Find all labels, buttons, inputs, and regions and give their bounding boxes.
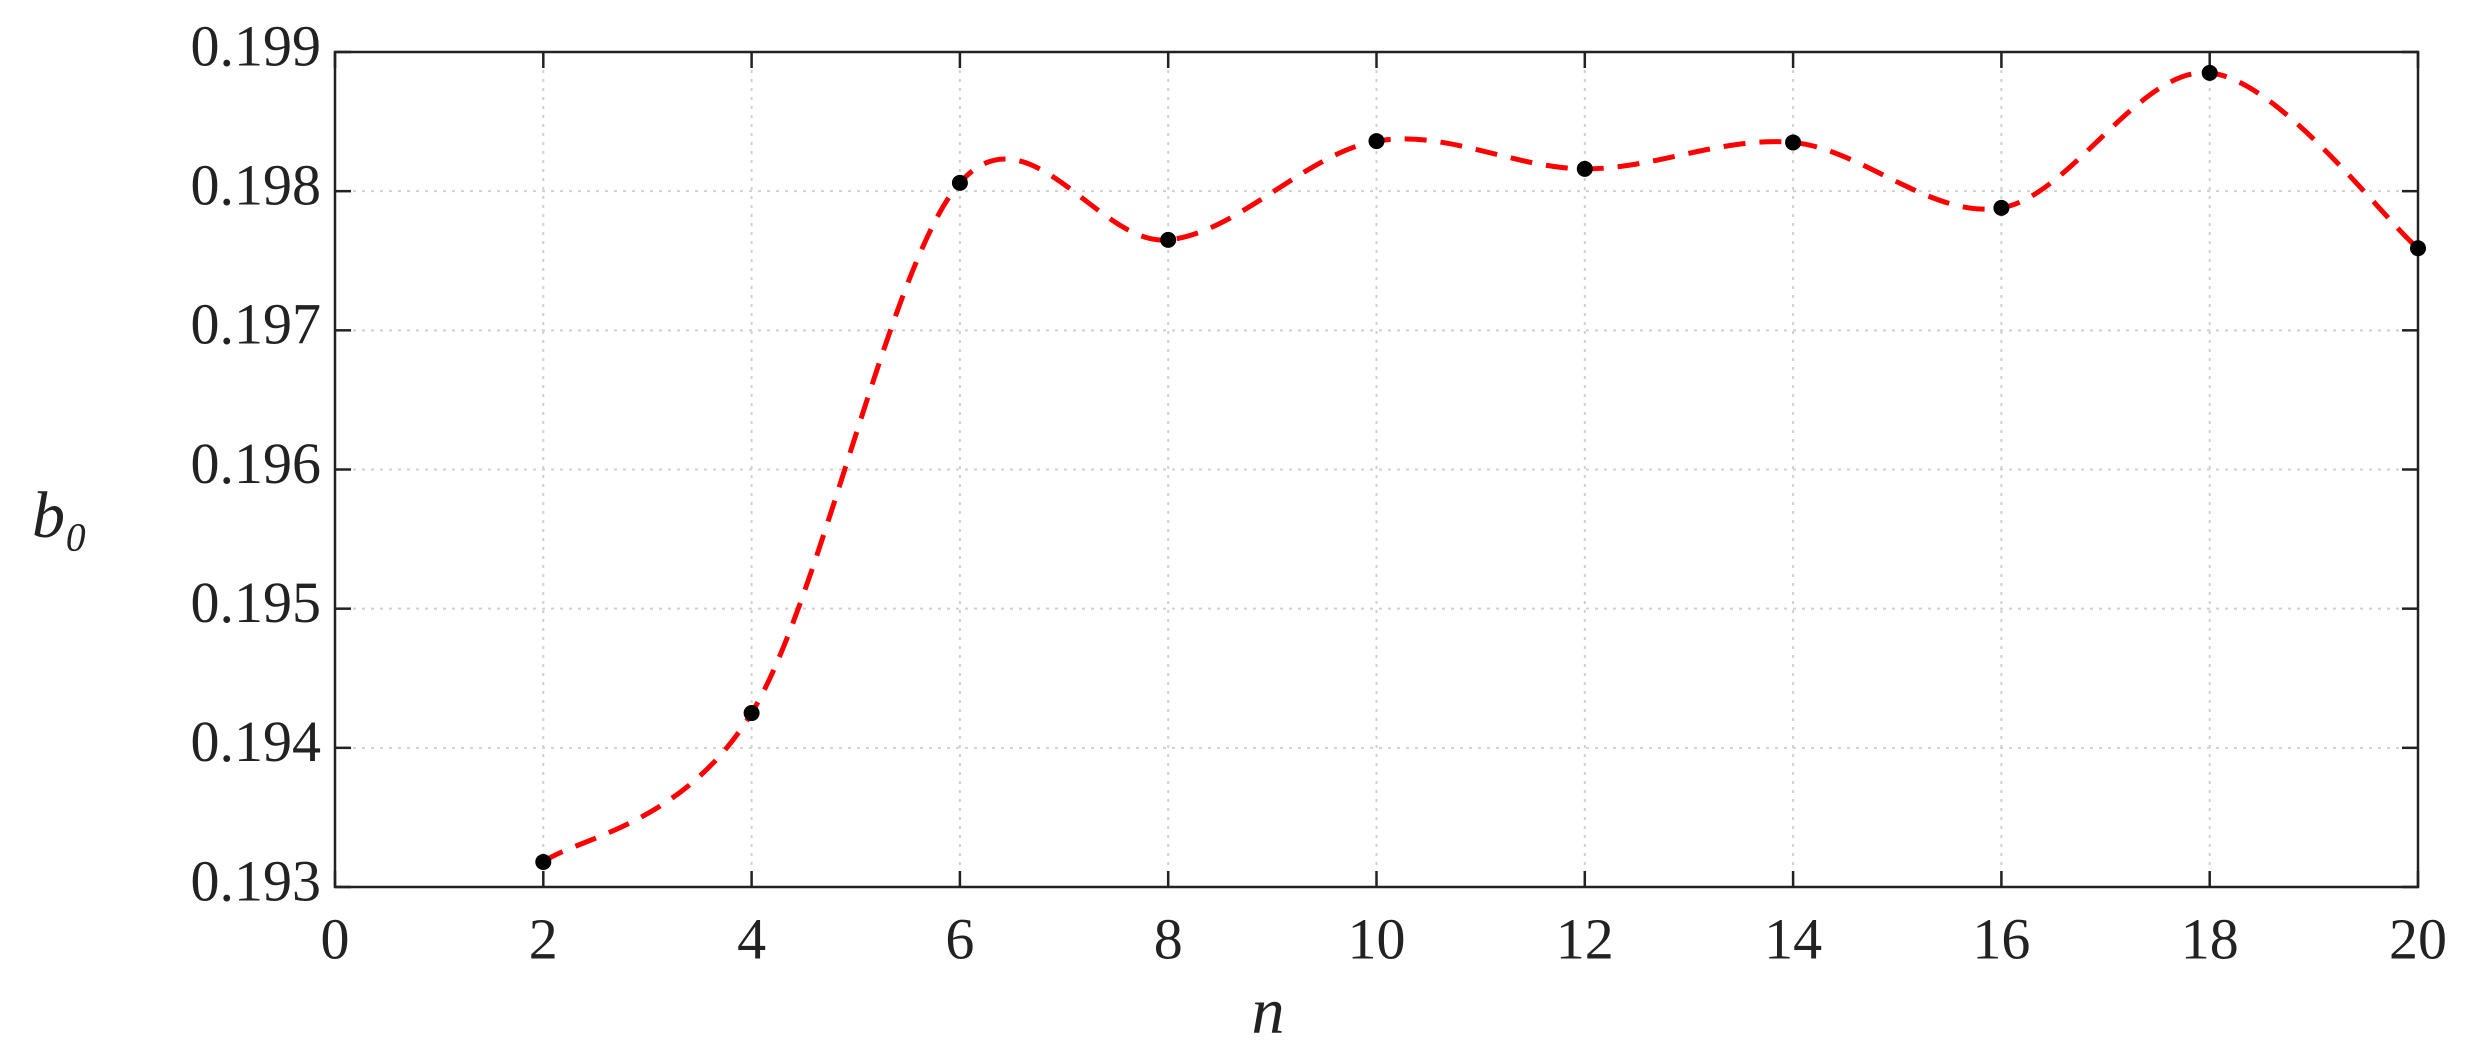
x-tick-label: 4 — [737, 906, 766, 971]
x-tick-label: 6 — [945, 906, 974, 971]
x-tick-label: 8 — [1154, 906, 1183, 971]
y-tick-label: 0.197 — [191, 292, 322, 357]
y-tick-label: 0.194 — [191, 709, 322, 774]
x-tick-label: 10 — [1348, 906, 1406, 971]
y-axis-label: b₀ — [32, 479, 88, 552]
y-tick-label: 0.193 — [191, 848, 322, 913]
data-point — [951, 174, 968, 191]
data-point — [1785, 134, 1802, 151]
data-point — [1368, 133, 1385, 150]
x-tick-label: 16 — [1972, 906, 2030, 971]
data-point — [2410, 240, 2426, 257]
x-tick-label: 2 — [529, 906, 558, 971]
data-point — [2201, 64, 2218, 81]
x-tick-label: 0 — [321, 906, 350, 971]
x-axis-label: n — [1252, 975, 1285, 1048]
data-point — [1160, 231, 1177, 248]
y-tick-label: 0.196 — [191, 431, 322, 496]
series-line — [541, 70, 2420, 864]
y-tick-label: 0.198 — [191, 152, 322, 217]
data-point — [1576, 160, 1593, 177]
x-tick-label: 18 — [2181, 906, 2239, 971]
x-tick-label: 20 — [2389, 906, 2447, 971]
data-point — [535, 853, 552, 870]
data-point — [1993, 199, 2010, 216]
data-point — [743, 705, 760, 722]
y-tick-label: 0.195 — [191, 570, 322, 635]
x-tick-label: 12 — [1556, 906, 1614, 971]
x-tick-label: 14 — [1764, 906, 1822, 971]
y-tick-label: 0.199 — [191, 13, 322, 78]
plot-frame — [333, 50, 2420, 889]
